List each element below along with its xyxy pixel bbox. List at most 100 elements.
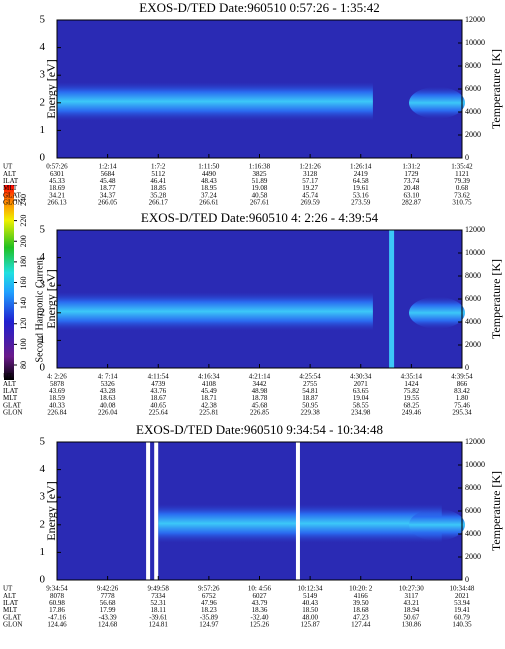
table-cell: 4:21:14: [249, 373, 271, 381]
table-cell: 5326: [101, 380, 116, 388]
y-tick-label: 0: [40, 574, 46, 586]
table-cell: 39.50: [353, 599, 369, 607]
y2-tick-label: 6000: [465, 294, 481, 303]
table-row-label: UT: [3, 373, 13, 381]
table-cell: 34.21: [49, 191, 65, 199]
table-cell: 0.68: [456, 184, 469, 192]
colorbar-tick-label: 240: [19, 194, 28, 206]
colorbar-tick-label: 140: [19, 297, 28, 309]
data-gap: [295, 442, 300, 580]
table-cell: 2021: [455, 592, 470, 600]
table-cell: 127.44: [351, 621, 371, 629]
table-cell: 1:35:42: [451, 163, 473, 171]
table-cell: 42.38: [201, 401, 217, 409]
table-row-label: GLON: [3, 621, 22, 629]
table-cell: 45.74: [302, 191, 318, 199]
y2-axis-label: Temperature [K]: [489, 471, 503, 551]
table-cell: 3117: [405, 592, 419, 600]
table-cell: 19.55: [404, 394, 420, 402]
table-cell: 269.59: [301, 199, 321, 207]
table-cell: 266.61: [199, 199, 219, 207]
table-cell: 4:11:54: [148, 373, 170, 381]
table-cell: 4:16:34: [198, 373, 220, 381]
table-row-label: GLAT: [3, 401, 22, 409]
table-cell: 18.36: [252, 606, 268, 614]
table-cell: 266.13: [47, 199, 67, 207]
table-cell: 10:12:34: [298, 585, 323, 593]
table-cell: 9:42:26: [97, 585, 119, 593]
table-cell: 54.81: [302, 387, 318, 395]
y-tick-label: 3: [40, 491, 46, 503]
table-cell: 1:16:38: [249, 163, 271, 171]
y2-tick-label: 12000: [465, 225, 485, 234]
table-cell: 10: 4:56: [248, 585, 272, 593]
table-cell: 10:20: 2: [349, 585, 373, 593]
colorbar-tick-label: 120: [19, 318, 28, 330]
table-cell: 225.64: [149, 409, 169, 417]
table-cell: 19.08: [252, 184, 268, 192]
table-cell: 45.68: [252, 401, 268, 409]
y-tick-label: 2: [40, 306, 46, 318]
table-cell: 58.55: [353, 401, 369, 409]
table-cell: 2071: [354, 380, 369, 388]
table-cell: 7334: [151, 592, 166, 600]
panel-title: EXOS-D/TED Date:960510 0:57:26 - 1:35:42: [139, 0, 379, 15]
table-cell: -32.40: [250, 613, 269, 621]
table-cell: 4108: [202, 380, 217, 388]
y-axis-label: Energy [eV]: [44, 481, 58, 540]
data-gap: [154, 442, 159, 580]
table-cell: 125.87: [301, 621, 321, 629]
table-cell: 47.96: [201, 599, 217, 607]
y-axis-label: Energy [eV]: [44, 59, 58, 118]
table-cell: 267.61: [250, 199, 270, 207]
table-cell: 1424: [404, 380, 419, 388]
table-cell: 4:39:54: [451, 373, 473, 381]
table-cell: 48.00: [302, 613, 318, 621]
table-cell: 17.86: [49, 606, 65, 614]
table-cell: 53.16: [353, 191, 369, 199]
y-tick-label: 1: [40, 546, 46, 558]
table-cell: 47.23: [353, 613, 369, 621]
table-cell: 60.79: [454, 613, 470, 621]
table-cell: 48.98: [252, 387, 268, 395]
y-tick-label: 1: [40, 124, 46, 136]
table-cell: 18.85: [150, 184, 166, 192]
table-cell: 124.46: [47, 621, 67, 629]
y-tick-label: 1: [40, 334, 46, 346]
table-cell: 60.98: [49, 599, 65, 607]
table-cell: 40.65: [150, 401, 166, 409]
spectrum-band: [409, 508, 465, 541]
y-tick-label: 0: [40, 362, 46, 374]
table-cell: 51.89: [252, 177, 268, 185]
table-cell: 45.48: [100, 177, 116, 185]
table-cell: 226.84: [47, 409, 67, 417]
table-row-label: GLAT: [3, 191, 22, 199]
table-cell: 18.87: [302, 394, 318, 402]
y-tick-label: 4: [40, 251, 46, 263]
table-row-label: UT: [3, 585, 13, 593]
table-cell: 6301: [50, 170, 65, 178]
table-cell: 225.81: [199, 409, 219, 417]
colorbar: [4, 185, 14, 380]
table-cell: 50.95: [302, 401, 318, 409]
y2-tick-label: 12000: [465, 437, 485, 446]
panel-title: EXOS-D/TED Date:960510 4: 2:26 - 4:39:54: [141, 210, 379, 225]
table-cell: 43.21: [404, 599, 420, 607]
table-cell: 1:7:2: [151, 163, 166, 171]
y-tick-label: 5: [40, 14, 46, 26]
table-cell: 35.28: [150, 191, 166, 199]
table-cell: 282.87: [402, 199, 422, 207]
table-cell: 6752: [202, 592, 217, 600]
y-tick-label: 3: [40, 69, 46, 81]
y2-tick-label: 10000: [465, 460, 485, 469]
table-cell: 9:57:26: [198, 585, 220, 593]
table-cell: 9:49:58: [148, 585, 170, 593]
table-cell: 17.99: [100, 606, 116, 614]
table-cell: 43.79: [252, 599, 268, 607]
table-cell: 40.08: [100, 401, 116, 409]
y2-tick-label: 0: [465, 363, 469, 372]
table-cell: 19.04: [353, 394, 369, 402]
table-cell: 18.77: [100, 184, 116, 192]
table-cell: 125.26: [250, 621, 270, 629]
table-cell: 124.68: [98, 621, 118, 629]
